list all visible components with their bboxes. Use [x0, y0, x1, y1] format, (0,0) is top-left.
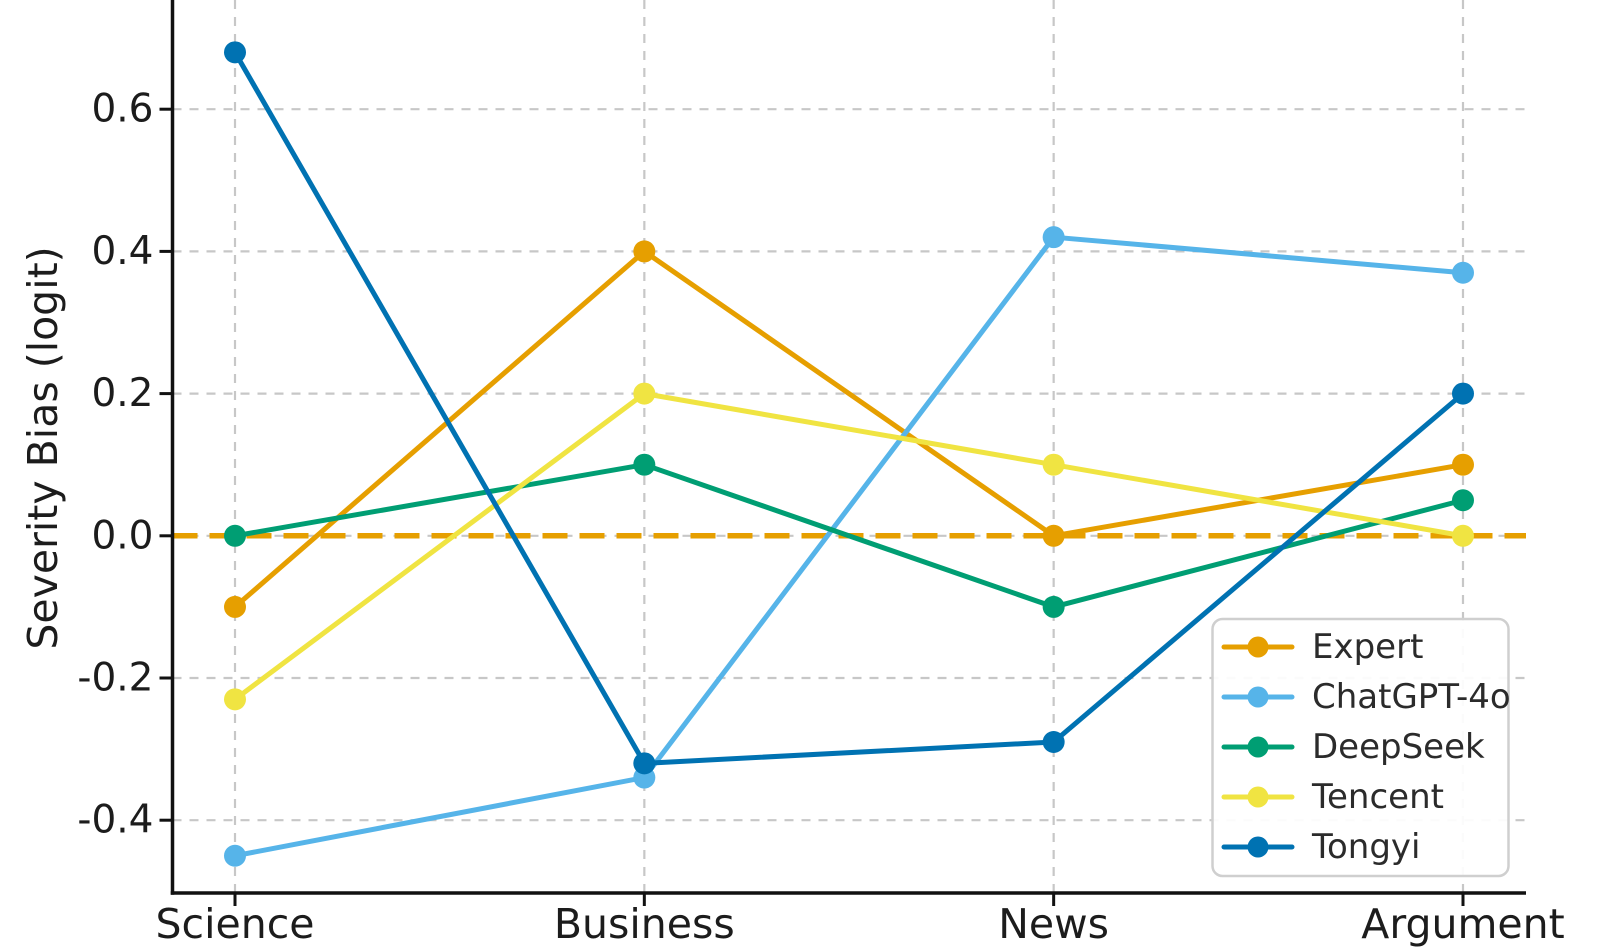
series-line-tencent [232, 391, 1466, 702]
legend-marker-deepseek [1247, 736, 1269, 758]
legend-label-chatgpt-4o: ChatGPT-4o [1312, 677, 1511, 717]
legend-label-deepseek: DeepSeek [1312, 727, 1485, 767]
series-marker-tencent-argument [1451, 524, 1474, 547]
series-marker-expert-science [224, 595, 246, 618]
series-marker-tongyi-argument [1451, 382, 1474, 405]
x-tick-label-business: Business [554, 900, 735, 948]
series-marker-deepseek-business [633, 453, 656, 476]
series-line-tongyi [232, 49, 1466, 766]
legend-label-tongyi: Tongyi [1311, 827, 1421, 867]
x-tick-label-news: News [998, 900, 1109, 948]
legend-marker-tongyi [1247, 836, 1269, 858]
series-marker-expert-business [633, 240, 656, 263]
series-marker-tencent-science [224, 688, 246, 711]
legend-marker-chatgpt-4o [1247, 686, 1269, 708]
series-marker-tongyi-business [633, 752, 656, 775]
series-marker-tongyi-news [1042, 730, 1065, 753]
series-line-chatgpt-4o [232, 234, 1466, 859]
series-marker-tongyi-science [224, 41, 246, 64]
x-tick-label-science: Science [156, 900, 315, 948]
series-marker-deepseek-news [1042, 595, 1065, 618]
y-tick-label-0.4: 0.4 [91, 229, 153, 274]
series-marker-deepseek-science [224, 524, 246, 547]
series-marker-chatgpt-4o-argument [1451, 261, 1474, 284]
legend-label-tencent: Tencent [1311, 777, 1444, 817]
legend: Expert ChatGPT-4o DeepSeek Tencent Tongyi [1211, 617, 1511, 878]
series-marker-tencent-business [633, 382, 656, 405]
series-marker-expert-news [1042, 524, 1065, 547]
legend-box [1211, 617, 1510, 878]
y-tick-label-0.6: 0.6 [91, 87, 153, 132]
x-tick-label-argument: Argument [1361, 900, 1564, 948]
legend-marker-expert [1247, 636, 1269, 658]
y-tick-label-0.0: 0.0 [91, 513, 153, 558]
y-tick-label-0.2: 0.2 [91, 371, 153, 416]
series-marker-expert-argument [1451, 453, 1474, 476]
series-marker-chatgpt-4o-news [1042, 226, 1065, 249]
series-marker-tencent-news [1042, 453, 1065, 476]
y-tick-label--0.2: -0.2 [77, 656, 153, 701]
series-marker-deepseek-argument [1451, 489, 1474, 512]
series-marker-chatgpt-4o-science [224, 844, 246, 867]
series-line-deepseek [232, 462, 1466, 610]
legend-marker-tencent [1247, 786, 1269, 808]
y-axis-title: Severity Bias (logit) [19, 246, 67, 650]
legend-label-expert: Expert [1312, 627, 1423, 667]
y-tick-label--0.4: -0.4 [77, 798, 153, 843]
